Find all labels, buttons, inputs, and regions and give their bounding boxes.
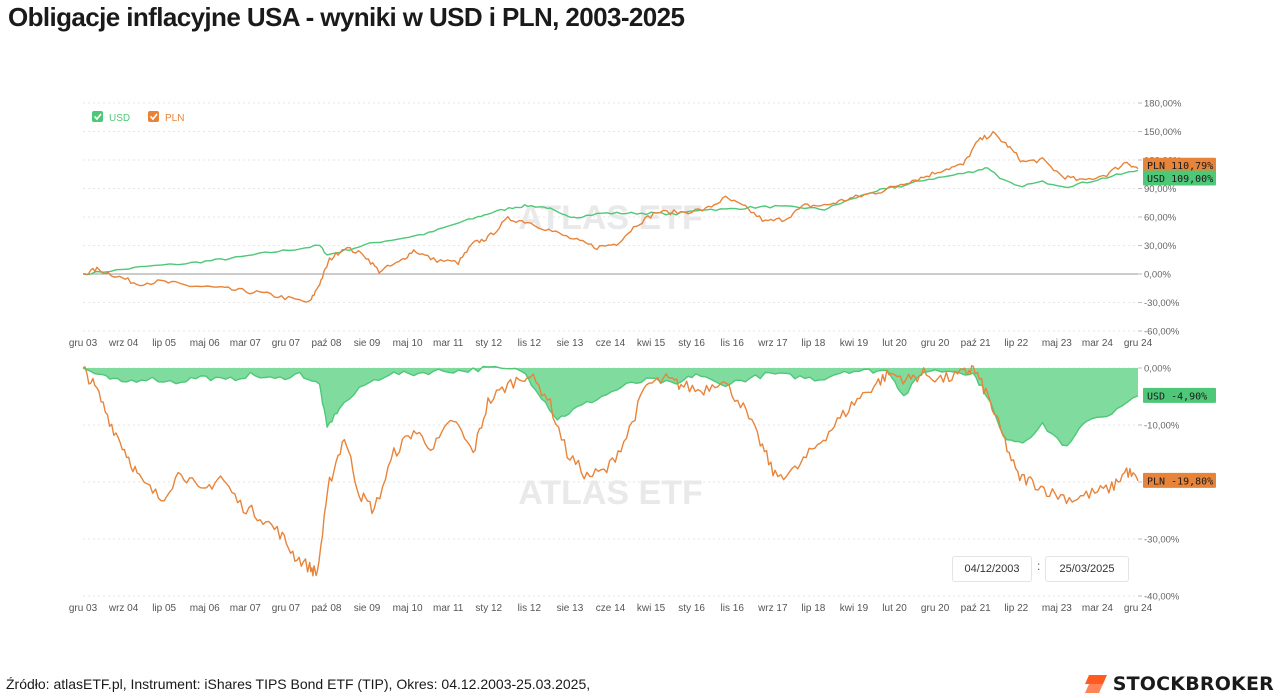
x-tick-label: mar 24 [1082,603,1114,614]
x-tick-label: gru 20 [921,603,950,614]
pln-series-line-drawdown [82,365,1139,577]
end-label-box [1143,170,1216,186]
check-icon [149,113,158,121]
x-tick-label: lip 05 [152,338,176,349]
x-tick-label: sty 16 [678,338,705,349]
watermark: ATLAS ETF [518,199,702,237]
x-tick-label: lis 12 [518,603,542,614]
y-tick-label: -30,00% [1144,535,1180,546]
usd-drawdown-area [83,366,1138,446]
x-tick-label: maj 10 [393,338,423,349]
source-footer: Źródło: atlasETF.pl, Instrument: iShares… [6,676,591,692]
x-tick-label: mar 07 [230,603,262,614]
legend-checkbox-pln [148,111,159,122]
x-tick-label: lip 05 [152,603,176,614]
x-tick-label: sty 12 [475,338,502,349]
date-to-input[interactable]: 25/03/2025 [1045,556,1129,582]
x-tick-label: lip 22 [1004,603,1028,614]
y-tick-label: -60,00% [1144,327,1180,338]
brand-logo: STOCKBROKER [1084,672,1274,696]
date-range-separator: : [1037,559,1041,573]
end-label-box [1143,472,1216,488]
x-tick-label: mar 24 [1082,338,1114,349]
legend-label-pln: PLN [165,113,184,124]
y-tick-label: 180,00% [1144,99,1182,110]
x-tick-label: sie 13 [557,603,584,614]
end-label-box [1143,387,1216,403]
y-tick-label: 30,00% [1144,241,1177,252]
x-tick-label: maj 23 [1042,338,1072,349]
x-tick-label: wrz 04 [108,338,139,349]
x-tick-label: kwi 19 [840,603,869,614]
x-tick-label: maj 10 [393,603,423,614]
x-tick-label: lip 22 [1004,338,1028,349]
x-tick-label: wrz 17 [757,603,788,614]
watermark: ATLAS ETF [518,474,702,512]
x-tick-label: paź 21 [961,338,991,349]
usd-series-line-drawdown [82,365,1139,447]
y-tick-label: 0,00% [1144,270,1171,281]
x-tick-label: sie 13 [557,338,584,349]
x-tick-label: lip 18 [801,603,825,614]
x-tick-label: mar 11 [433,603,464,614]
x-tick-label: sty 12 [475,603,502,614]
chart-title: Obligacje inflacyjne USA - wyniki w USD … [8,2,685,32]
y-tick-label: 90,00% [1144,184,1177,195]
y-tick-label: 60,00% [1144,213,1177,224]
end-label-pln: PLN 110,79% [1147,161,1213,172]
x-tick-label: paź 21 [961,603,991,614]
y-tick-label: 150,00% [1144,127,1182,138]
pln-series-line-returns [82,131,1139,303]
x-tick-label: gru 20 [921,338,950,349]
x-tick-label: gru 03 [69,603,98,614]
x-tick-label: wrz 17 [757,338,788,349]
stockbroker-logo-icon [1084,675,1107,693]
check-icon [93,113,102,121]
x-tick-label: gru 07 [272,603,301,614]
x-tick-label: kwi 15 [637,338,666,349]
x-tick-label: sty 16 [678,603,705,614]
x-tick-label: lis 16 [721,338,745,349]
legend-checkbox-usd [92,111,103,122]
x-tick-label: sie 09 [354,338,381,349]
legend-label-usd: USD [109,113,130,124]
x-tick-label: gru 24 [1124,603,1153,614]
y-tick-label: -10,00% [1144,421,1180,432]
brand-name: STOCKBROKER [1112,673,1274,695]
x-tick-label: lis 16 [721,603,745,614]
x-tick-label: kwi 15 [637,603,666,614]
x-tick-label: wrz 04 [108,603,139,614]
end-label-usd: USD 109,00% [1147,174,1213,185]
x-tick-label: mar 07 [230,338,262,349]
y-tick-label: -40,00% [1144,592,1180,603]
x-tick-label: maj 06 [190,338,220,349]
x-tick-label: maj 06 [190,603,220,614]
x-tick-label: mar 11 [433,338,464,349]
x-tick-label: lip 18 [801,338,825,349]
y-tick-label: 0,00% [1144,364,1171,375]
x-tick-label: gru 24 [1124,338,1153,349]
x-tick-label: kwi 19 [840,338,869,349]
x-tick-label: maj 23 [1042,603,1072,614]
x-tick-label: lut 20 [882,603,907,614]
end-label-pln: PLN -19,80% [1147,476,1213,487]
x-tick-label: gru 03 [69,338,98,349]
x-tick-label: paź 08 [311,338,341,349]
y-tick-label: -30,00% [1144,298,1180,309]
x-tick-label: cze 14 [596,603,626,614]
x-tick-label: paź 08 [311,603,341,614]
x-tick-label: sie 09 [354,603,381,614]
usd-series-line-returns [82,167,1139,276]
x-tick-label: lut 20 [882,338,907,349]
x-tick-label: cze 14 [596,338,626,349]
date-from-input[interactable]: 04/12/2003 [952,556,1032,582]
end-label-box [1143,157,1216,173]
x-tick-label: lis 12 [518,338,542,349]
end-label-usd: USD -4,90% [1147,391,1207,402]
x-tick-label: gru 07 [272,338,301,349]
